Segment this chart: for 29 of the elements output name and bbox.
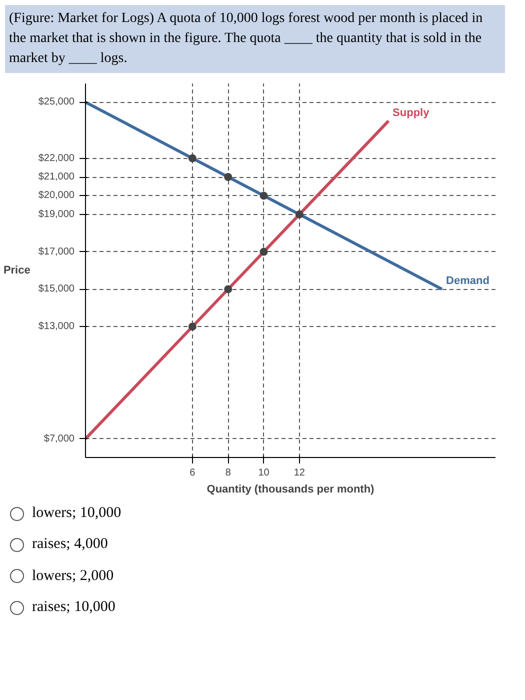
point [188,322,196,331]
series-label: Supply [392,106,430,119]
y-tick-label: $25,000 [38,96,75,108]
chart-title: (Figure: Market for Logs) A quota of 10,000 logs forest wood per month is placed in the market that is shown in the figure. The quota ____ the quantity that is sold in the market by ____ logs. [9,10,484,68]
y-tick-label: $21,000 [38,172,75,182]
text: lowers; 2,000 [31,566,114,586]
y-tick-label: $19,000 [38,208,75,220]
y-axis-title: Price [3,264,30,276]
y-tick-label: $20,000 [38,190,75,202]
x-tick-label: 10 [258,468,270,478]
y-tick-label: $13,000 [38,321,75,332]
x-tick-label: 8 [225,468,232,478]
series-label: Demand [446,275,490,288]
x-axis-title: Quantity (thousands per month) [206,484,375,496]
point [224,285,232,294]
point [260,192,268,200]
point [260,248,268,256]
y-tick-label: $7,000 [44,433,75,444]
point [224,173,232,181]
point [295,210,304,218]
y-tick-label: $22,000 [38,152,75,164]
point [188,154,196,162]
text: lowers; 10,000 [31,504,122,523]
x-tick-label: 12 [294,468,306,478]
x-tick-label: 6 [190,468,196,478]
y-tick-label: $17,000 [38,246,75,258]
text: raises; 4,000 [31,535,108,554]
y-tick-label: $15,000 [38,284,75,295]
text: raises; 10,000 [31,598,116,618]
